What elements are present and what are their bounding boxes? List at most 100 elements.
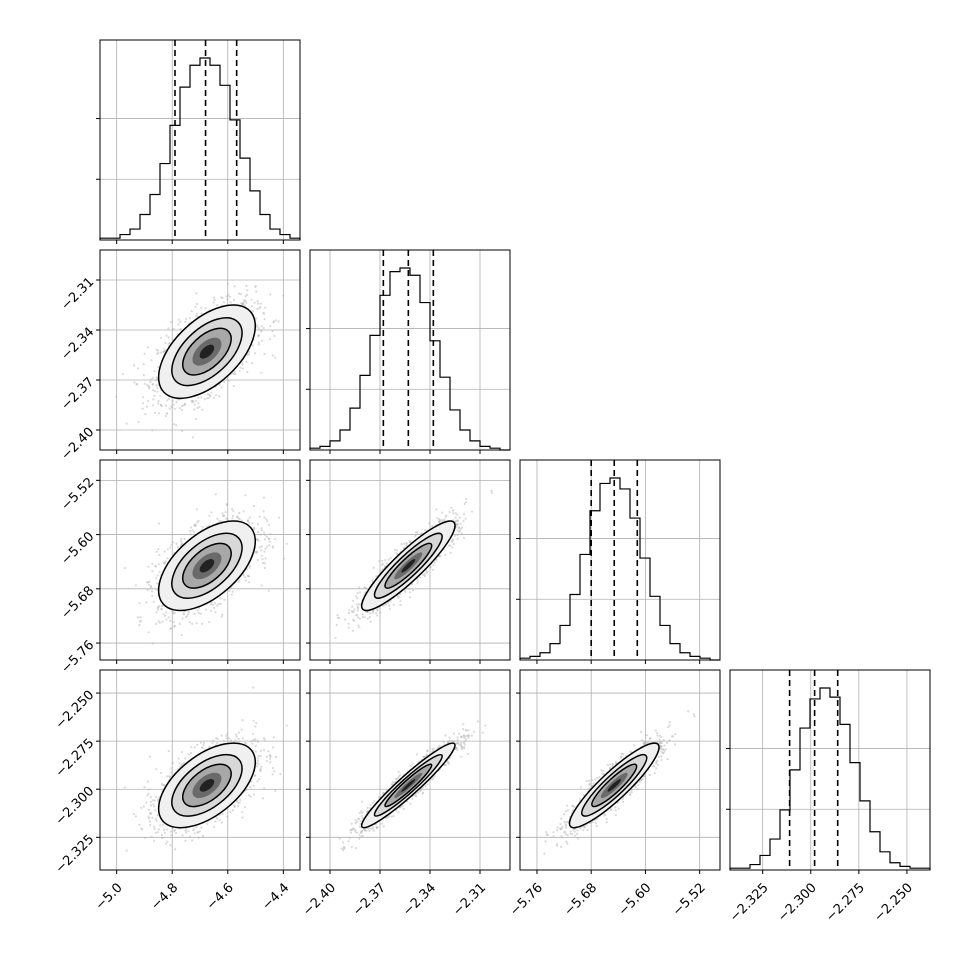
scatter-point [181,617,184,620]
scatter-point [256,302,260,305]
scatter-point [164,404,168,407]
scatter-point [260,527,263,530]
scatter-point [255,323,258,326]
scatter-point [397,595,400,598]
scatter-point [137,420,140,424]
scatter-point [257,341,260,344]
scatter-point [262,312,266,315]
scatter-point [251,362,254,365]
scatter-point [277,516,281,519]
scatter-point [387,558,390,561]
scatter-point [233,285,236,288]
scatter-point [268,523,271,526]
scatter-point [381,559,384,562]
scatter-point [189,533,192,536]
scatter-point [184,615,188,619]
scatter-point [162,350,166,353]
scatter-point [219,602,222,606]
scatter-point [253,301,256,304]
scatter-point [214,394,218,397]
scatter-point [243,300,246,303]
scatter-point [255,290,258,293]
scatter-point [351,605,354,608]
scatter-point [195,508,199,511]
scatter-point [216,604,219,607]
scatter-point [260,545,263,548]
scatter-point [456,520,459,523]
scatter-point [191,622,194,625]
scatter-point [180,633,183,637]
scatter-point [166,399,169,402]
scatter-point [259,533,262,536]
scatter-point [465,497,468,500]
scatter-point [179,320,182,323]
scatter-point [163,348,166,351]
scatter-point [196,312,199,315]
scatter-point [166,557,169,560]
scatter-point [240,302,243,305]
scatter-point [157,548,160,551]
scatter-point [143,352,146,355]
scatter-point [225,517,228,520]
scatter-point [158,621,161,624]
scatter-point [147,565,150,568]
scatter-point [282,294,285,297]
scatter-point [175,424,178,427]
scatter-point [155,550,158,553]
scatter-point [233,372,236,376]
scatter-point [246,289,249,292]
scatter-point [223,598,226,601]
scatter-point [236,515,239,518]
scatter-point [251,344,254,347]
scatter-point [244,494,247,497]
scatter-point [222,301,225,304]
scatter-point [167,342,170,345]
scatter-point [214,493,217,496]
scatter-point [259,302,262,305]
scatter-point [347,612,350,615]
scatter-point [198,405,201,408]
scatter-point [256,307,259,310]
scatter-point [271,329,274,333]
scatter-point [163,614,167,618]
scatter-point [134,584,137,587]
scatter-point [431,568,434,571]
scatter-point [460,526,463,529]
scatter-point [268,338,272,341]
scatter-point [139,616,142,619]
scatter-point [259,305,262,308]
scatter-point [456,513,459,516]
scatter-point [218,519,221,523]
y-tick-label: −5.68 [59,584,98,623]
scatter-point [450,506,453,509]
scatter-point [347,626,350,629]
scatter-point [265,545,269,548]
scatter-point [141,402,145,405]
scatter-point [157,412,160,415]
scatter-point [358,617,361,620]
scatter-point [211,603,214,606]
scatter-point [172,403,175,406]
scatter-point [233,370,236,373]
panel-frame [99,39,301,241]
scatter-point [231,590,234,593]
scatter-point [344,618,347,621]
scatter-point [158,522,161,525]
scatter-point [232,509,235,512]
scatter-point [260,554,263,557]
scatter-point [221,296,224,299]
scatter-point [154,411,157,414]
scatter-point [227,293,230,296]
scatter-point [155,379,158,382]
scatter-point [424,529,427,532]
scatter-point [193,612,196,616]
scatter-point [337,617,341,620]
scatter-point [213,606,216,610]
scatter-point [241,367,244,370]
scatter-point [152,388,155,392]
scatter-point [184,320,187,323]
scatter-point [194,417,197,420]
scatter-point [204,307,207,310]
scatter-point [353,608,356,611]
